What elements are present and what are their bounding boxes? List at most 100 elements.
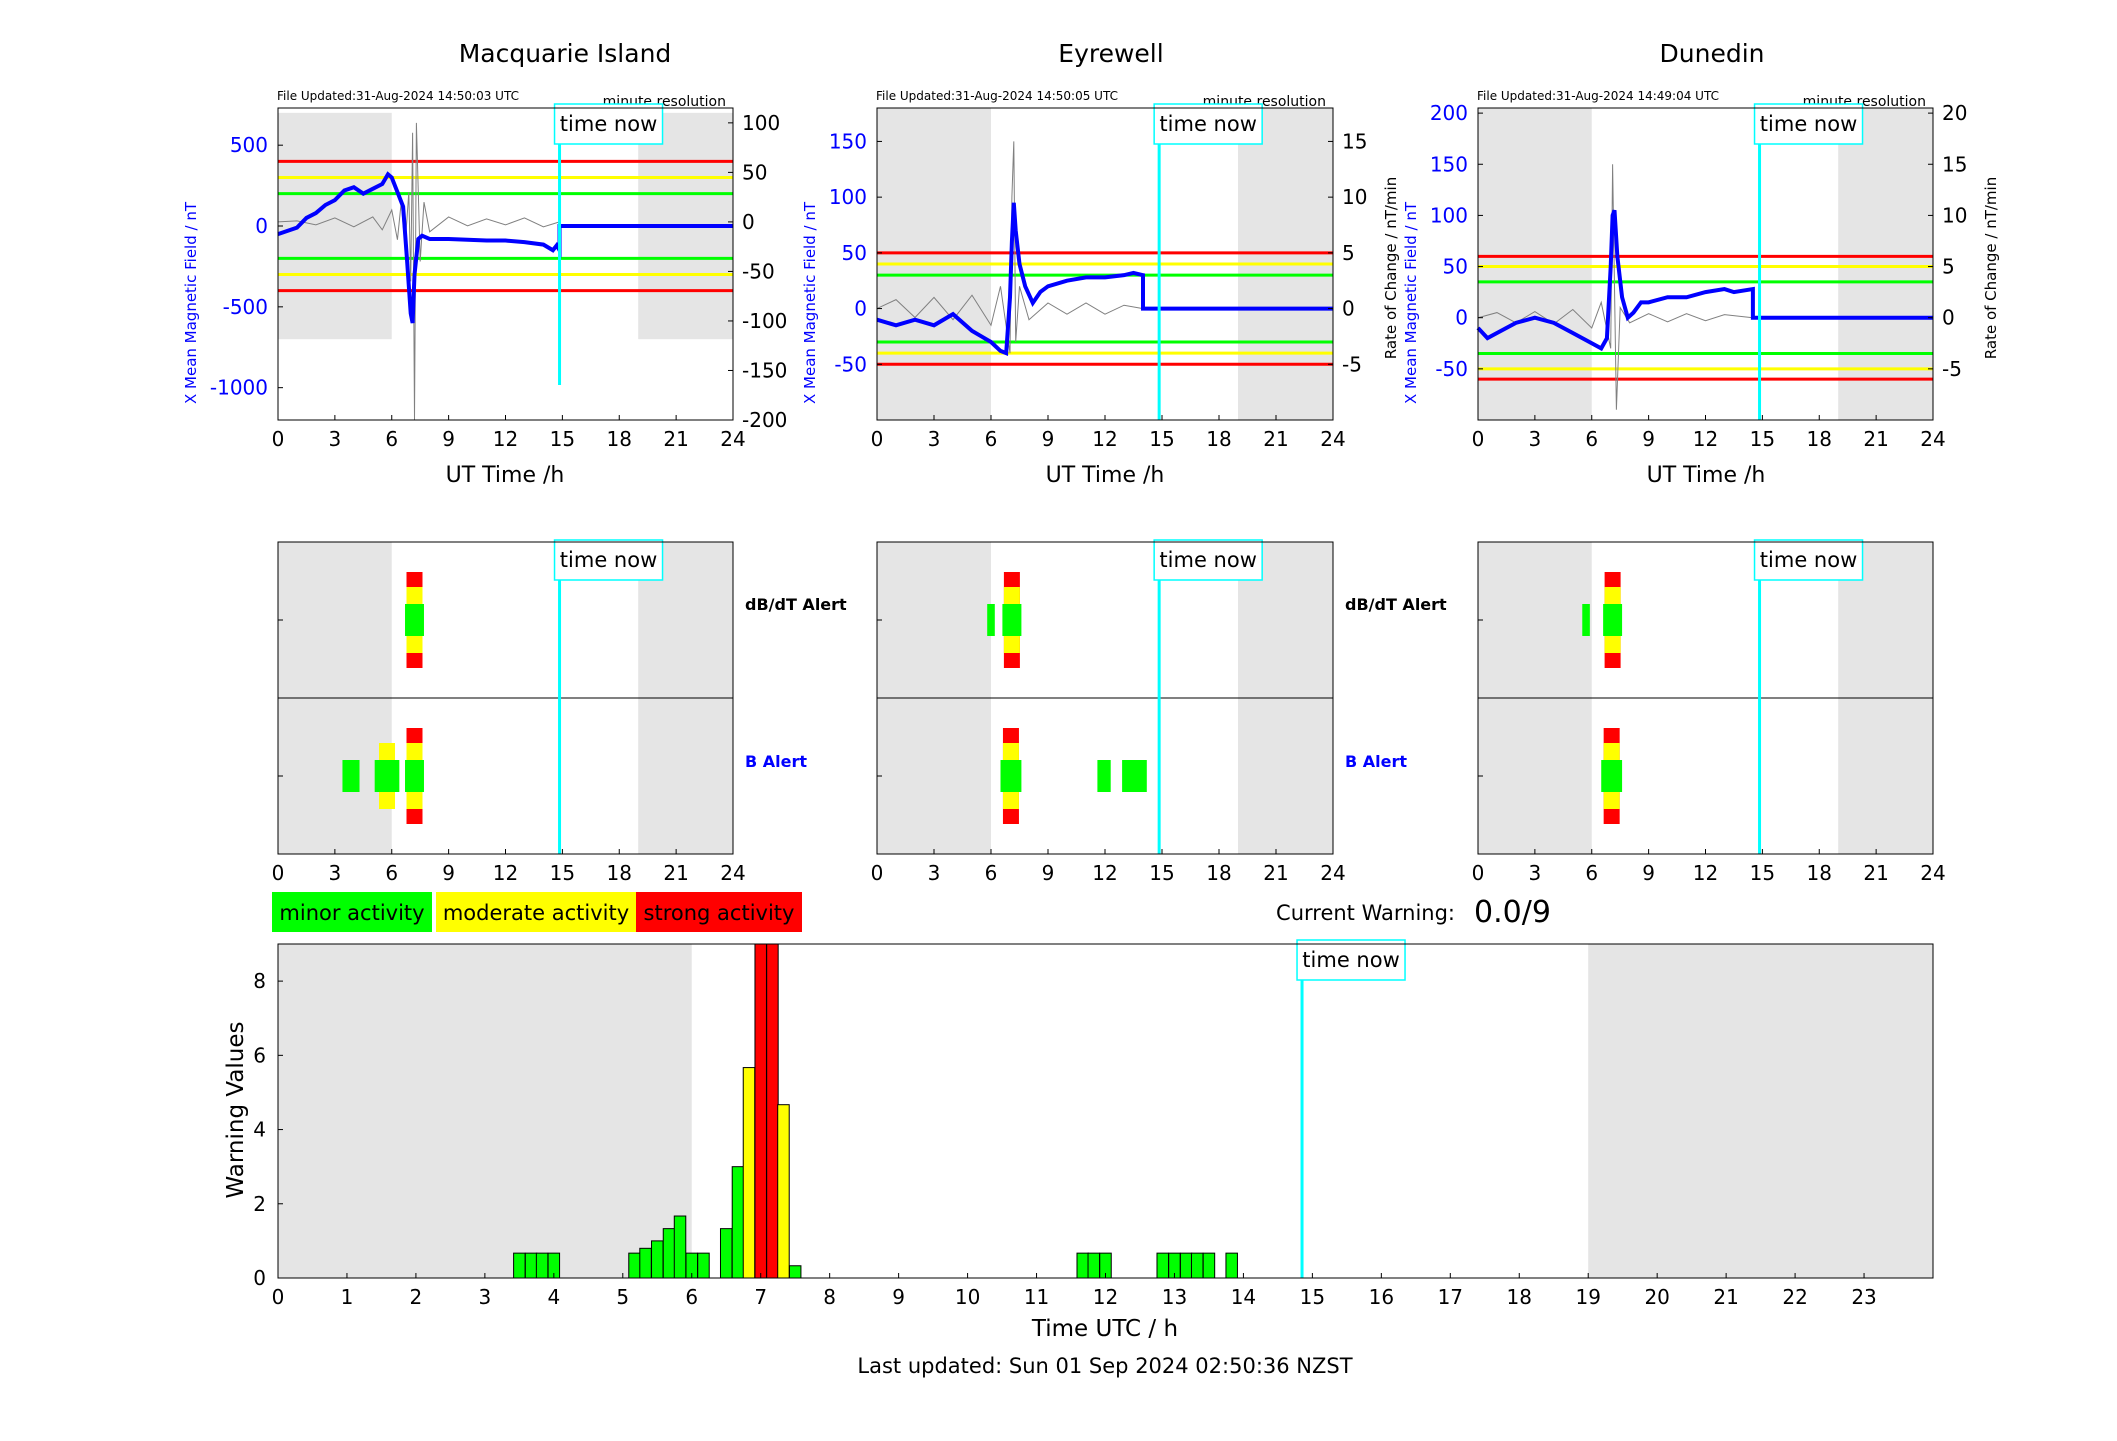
dbdt-alert-bars [405, 572, 424, 668]
time-now-box [1296, 939, 1406, 981]
x-tick-label: 3 [329, 861, 342, 885]
warning-bar [788, 1265, 802, 1279]
x-axis-label: UT Time /h [1647, 463, 1766, 488]
y-tick-label: 500 [230, 133, 268, 157]
y2-tick-label: -5 [1342, 352, 1362, 376]
x-tick-label: 4 [547, 1285, 560, 1309]
x-tick-label: 21 [1263, 861, 1288, 885]
time-now-box [553, 539, 664, 581]
x-tick-label: 6 [1585, 427, 1598, 451]
field-line [1476, 209, 1933, 352]
y2-tick-label: 0 [742, 210, 755, 234]
alert-minor-bar [987, 604, 995, 636]
time-now-label: time now [560, 548, 657, 572]
x-tick-label: 9 [1642, 861, 1655, 885]
x-tick-label: 0 [272, 1285, 285, 1309]
x-tick-label: 19 [1575, 1285, 1600, 1309]
time-now-label: time now [1159, 112, 1256, 136]
y2-tick-label: 100 [742, 111, 780, 135]
plot-area: time now [277, 103, 734, 421]
x-tick-label: 1 [341, 1285, 354, 1309]
warning-bar [535, 1252, 549, 1279]
current-warning-value: 0.0/9 [1474, 895, 1551, 930]
panel-title: Dunedin [1660, 39, 1765, 68]
y-ticks-right: 20 15 10 5 0 -5 [1928, 101, 1967, 381]
x-tick-label: 21 [663, 861, 688, 885]
y-ticks-left: 500 0 -500 -1000 [210, 133, 283, 400]
y-tick-label: 100 [829, 185, 867, 209]
warning-bar [1087, 1252, 1101, 1279]
field-line [876, 202, 1333, 356]
b-alert-bars [342, 728, 424, 824]
dbdt-alert-label: dB/dT Alert [1345, 595, 1447, 614]
x-tick-label: 9 [442, 427, 455, 451]
x-ticks: 0 3 6 9 12 15 18 21 24 [1472, 619, 1946, 885]
warning-shade-group [278, 944, 1933, 1278]
shade-region [278, 112, 392, 340]
x-tick-label: 12 [1092, 861, 1117, 885]
y-tick-label: 50 [1443, 255, 1468, 279]
x-ticks: 0 3 6 9 12 15 18 21 24 [871, 619, 1346, 885]
alert-panel-eyrewell: time now 0 3 6 9 12 15 18 21 24 dB/dT Alert B Al… [871, 539, 1447, 885]
x-tick-label: 5 [616, 1285, 629, 1309]
x-tick-label: 15 [550, 427, 575, 451]
y2-tick-label: -150 [742, 358, 787, 382]
warning-bar [662, 1228, 676, 1279]
warning-bar [1190, 1252, 1204, 1279]
shade-region [1588, 944, 1933, 1278]
dbdt-alert-bars [987, 572, 1022, 668]
activity-legend: minor activity moderate activity strong … [272, 892, 802, 932]
x-tick-label: 12 [1693, 861, 1718, 885]
x-tick-label: 24 [720, 427, 745, 451]
x-tick-label: 21 [1863, 427, 1888, 451]
x-tick-label: 9 [1642, 427, 1655, 451]
y2-tick-label: -50 [742, 259, 775, 283]
shade-region [278, 944, 692, 1278]
file-updated-value: 31-Aug-2024 14:49:04 UTC [1556, 89, 1719, 103]
y2-tick-label: 50 [742, 160, 767, 184]
y-tick-label: -1000 [210, 376, 268, 400]
alert-minor-bar [1097, 760, 1111, 792]
x-tick-label: 3 [1529, 861, 1542, 885]
x-tick-label: 21 [1863, 861, 1888, 885]
legend-minor-swatch [272, 892, 432, 932]
warning-bar [766, 943, 779, 1279]
current-warning-label: Current Warning: [1276, 901, 1455, 925]
x-tick-label: 24 [1920, 861, 1945, 885]
y2-tick-label: -200 [742, 408, 787, 432]
warning-bar [513, 1252, 526, 1279]
b-alert-label: B Alert [745, 752, 807, 771]
x-tick-label: 18 [1507, 1285, 1532, 1309]
x-tick-label: 15 [1750, 427, 1775, 451]
rate-of-change-line [277, 122, 560, 421]
y-ticks-left: 150 100 50 0 -50 [829, 129, 882, 376]
x-tick-label: 18 [607, 861, 632, 885]
warning-bar [1156, 1252, 1169, 1279]
time-now-box [1753, 103, 1864, 145]
warning-bar [628, 1252, 641, 1279]
alert-panel-macquarie: time now 0 3 6 9 12 15 18 21 24 dB/dT Alert B Al… [272, 539, 847, 885]
time-now-box [1153, 103, 1263, 145]
shade-group [1478, 108, 1933, 420]
x-ticks: 0 3 6 9 12 15 18 21 24 [272, 415, 746, 451]
warning-bar [754, 943, 767, 1279]
x-tick-label: 18 [1206, 861, 1231, 885]
x-tick-label: 17 [1438, 1285, 1463, 1309]
x-tick-label: 6 [385, 861, 398, 885]
station-panel-eyrewell: Eyrewell File Updated: 31-Aug-2024 14:50… [801, 39, 1400, 488]
warning-bar [673, 1215, 687, 1279]
threshold-group [1478, 254, 1933, 381]
y-tick-label: 100 [1430, 203, 1468, 227]
y-tick-label: 4 [253, 1118, 266, 1142]
x-tick-label: 15 [1300, 1285, 1325, 1309]
x-tick-label: 22 [1782, 1285, 1807, 1309]
y-tick-label: 0 [1455, 306, 1468, 330]
b-alert-bars [1601, 728, 1623, 824]
dbdt-alert-bars [1582, 572, 1623, 668]
y2-tick-label: 0 [1942, 306, 1955, 330]
warning-bar [731, 1166, 745, 1279]
y2-tick-label: -100 [742, 309, 787, 333]
file-updated-label: File Updated: [1477, 89, 1556, 103]
y2-tick-label: 15 [1342, 129, 1367, 153]
x-axis-label: UT Time /h [1046, 463, 1165, 488]
